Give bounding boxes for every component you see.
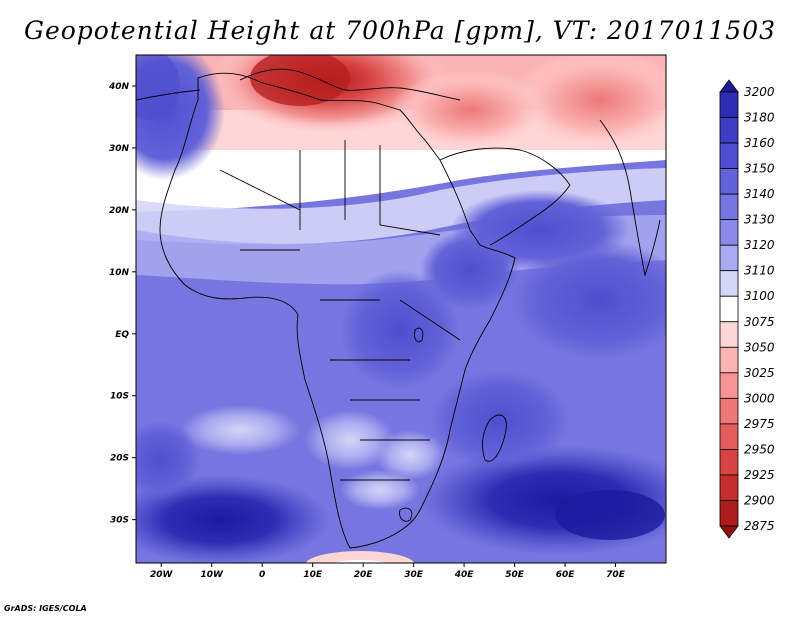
colorbar-label: 3120 — [744, 238, 775, 252]
colorbar-box — [719, 142, 739, 169]
height-field — [136, 55, 666, 563]
colorbar-label: 2900 — [744, 493, 775, 507]
colorbar-box — [719, 270, 739, 297]
colorbar-label: 2925 — [744, 468, 775, 482]
lon-tick-label: 20W — [150, 570, 174, 580]
colorbar-box — [719, 346, 739, 374]
map-frame — [135, 54, 667, 564]
lon-tick-label: 60E — [556, 570, 576, 580]
colorbar-label: 3200 — [744, 85, 775, 99]
lon-tick-label: 30E — [404, 570, 424, 580]
colorbar-label: 3160 — [744, 136, 775, 150]
colorbar-box — [719, 244, 739, 272]
colorbar-label: 3180 — [744, 111, 775, 125]
lat-tick-label: 40N — [108, 82, 130, 92]
lat-tick-label: 20N — [109, 206, 130, 216]
colorbar-label: 3140 — [744, 187, 775, 201]
colorbar-box — [719, 372, 739, 399]
lon-tick-label: 10W — [200, 570, 224, 580]
lat-tick-label: 10S — [110, 392, 129, 402]
colorbar-box — [719, 168, 739, 195]
colorbar-box — [719, 295, 739, 323]
colorbar-max-arrow — [719, 79, 739, 93]
colorbar-label: 3130 — [744, 213, 775, 227]
lon-tick-label: 20E — [354, 570, 374, 580]
colorbar-label: 3110 — [744, 264, 775, 278]
lat-ticks: 40N 30N 20N 10N EQ 10S 20S 30S — [108, 82, 136, 526]
lon-tick-label: 10E — [303, 570, 323, 580]
colorbar-box — [719, 117, 739, 144]
lon-tick-label: 70E — [606, 570, 626, 580]
colorbar-label: 3150 — [744, 162, 775, 176]
colorbar-label: 3000 — [744, 391, 775, 405]
lat-tick-label: 10N — [109, 268, 130, 278]
colorbar-box — [719, 219, 739, 246]
map-title: Geopotential Height at 700hPa [gpm], VT:… — [23, 16, 777, 45]
lat-tick-label: EQ — [115, 330, 129, 340]
colorbar-label: 3025 — [744, 366, 775, 380]
colorbar-box — [719, 500, 739, 527]
colorbar-box — [719, 91, 739, 118]
lat-tick-label: 30S — [110, 516, 129, 526]
colorbar-label: 3075 — [744, 315, 775, 329]
colorbar-box — [719, 193, 739, 221]
colorbar-box — [719, 321, 739, 348]
colorbar-label: 2950 — [744, 442, 775, 456]
colorbar-label: 2875 — [744, 519, 775, 533]
colorbar-label: 3050 — [744, 340, 775, 354]
lon-tick-label: 0 — [259, 570, 265, 580]
lat-tick-label: 30N — [109, 144, 130, 154]
lon-tick-label: 50E — [505, 570, 525, 580]
colorbar-label: 3100 — [744, 289, 775, 303]
lon-tick-label: 40E — [454, 570, 475, 580]
colorbar-box — [719, 474, 739, 501]
lat-tick-label: 20S — [110, 454, 129, 464]
colorbar-label: 2975 — [744, 417, 775, 431]
colorbar-box — [719, 423, 739, 450]
colorbar-box — [719, 449, 739, 476]
coastlines — [136, 68, 661, 549]
colorbar: 3200 3180 3160 3150 3140 3130 3120 3110 3100 3075… — [719, 79, 775, 539]
lon-ticks: 20W 10W 0 10E 20E 30E 40E 50E 60E 70E — [150, 563, 626, 580]
credit-text: GrADS: IGES/COLA — [4, 604, 87, 613]
colorbar-box — [719, 397, 739, 425]
colorbar-min-arrow — [719, 525, 739, 539]
